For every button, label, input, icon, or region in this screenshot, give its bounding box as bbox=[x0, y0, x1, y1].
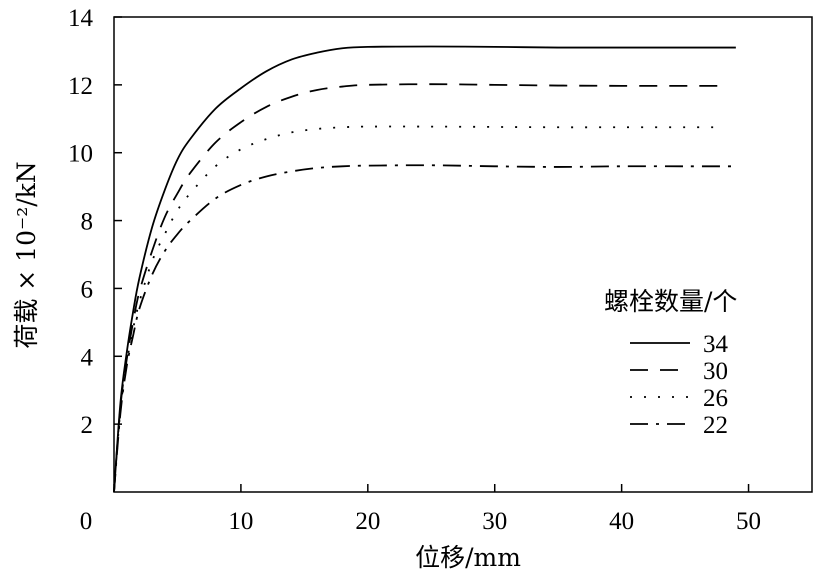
series-layer bbox=[113, 45, 736, 493]
x-tick-label: 40 bbox=[609, 508, 634, 535]
y-tick-label: 8 bbox=[81, 209, 94, 236]
x-axis: 0 10 20 30 40 50 bbox=[80, 484, 761, 535]
series-line-34 bbox=[113, 45, 736, 493]
legend-label-26: 26 bbox=[703, 385, 728, 412]
y-tick-label: 2 bbox=[81, 412, 94, 439]
series-line-22 bbox=[113, 164, 736, 493]
legend-label-34: 34 bbox=[703, 331, 729, 358]
x-tick-label: 10 bbox=[228, 508, 253, 535]
x-tick-label: 30 bbox=[482, 508, 507, 535]
y-tick-label: 6 bbox=[81, 276, 94, 303]
y-tick-label: 4 bbox=[81, 344, 94, 371]
plot-area-frame bbox=[113, 16, 813, 493]
y-axis-title: 荷载 × 10⁻²/kN bbox=[12, 161, 41, 348]
y-tick-label: 12 bbox=[68, 73, 93, 100]
legend-label-30: 30 bbox=[703, 358, 728, 385]
x-tick-label: 20 bbox=[355, 508, 380, 535]
y-tick-label: 10 bbox=[68, 141, 93, 168]
x-tick-label: 0 bbox=[80, 508, 93, 535]
legend-label-22: 22 bbox=[703, 412, 728, 439]
x-tick-label: 50 bbox=[736, 508, 761, 535]
series-line-30 bbox=[113, 83, 724, 493]
x-axis-title: 位移/mm bbox=[415, 543, 521, 572]
y-axis: 2 4 6 8 10 12 14 bbox=[68, 5, 122, 439]
y-tick-label: 14 bbox=[68, 5, 94, 32]
legend-title: 螺栓数量/个 bbox=[604, 287, 737, 316]
